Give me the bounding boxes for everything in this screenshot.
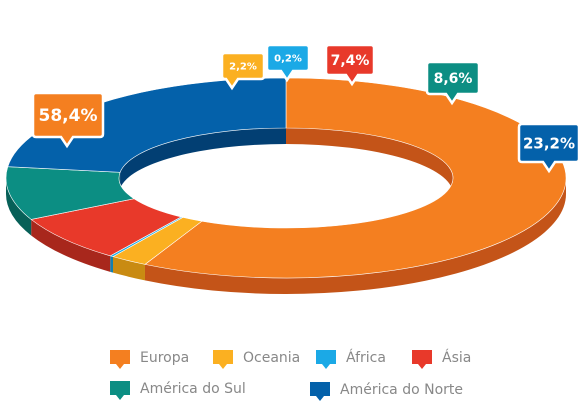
data-label-africa: 0,2% — [265, 43, 311, 83]
data-label-text: 7,4% — [331, 53, 370, 69]
legend-label: América do Norte — [340, 382, 463, 398]
slice-side-europa — [144, 178, 566, 294]
legend-swatch — [412, 350, 432, 369]
data-label-bubble — [265, 43, 311, 83]
data-label-america-do-norte: 23,2% — [517, 122, 581, 174]
slice-side-america-do-sul — [6, 178, 32, 236]
legend-swatch — [213, 350, 233, 369]
slice-inner-europa — [286, 128, 453, 194]
legend-label: América do Sul — [140, 381, 246, 397]
data-label-europa: 58,4% — [31, 91, 105, 149]
donut-slices — [5, 77, 567, 279]
data-label-text: 23,2% — [523, 134, 575, 152]
legend-item-africa: África — [316, 349, 386, 369]
legend-label: África — [346, 349, 386, 366]
data-label-text: 58,4% — [39, 106, 98, 126]
data-label-bubble — [220, 51, 266, 91]
legend-swatch — [310, 382, 330, 401]
slice-inner-america-do-norte — [120, 128, 286, 189]
legend-item-oceania: Oceania — [213, 350, 300, 369]
data-label-text: 0,2% — [274, 54, 302, 65]
data-labels: 58,4% 2,2% 0,2% 7,4% 8,6% 23,2% — [31, 43, 581, 174]
legend-item-europa: Europa — [110, 350, 189, 369]
data-label-bubble — [425, 60, 481, 106]
data-label-america-do-sul: 8,6% — [425, 60, 481, 106]
data-label-bubble — [517, 122, 581, 174]
legend: Europa Oceania África Ásia América do Sul Amé… — [110, 349, 471, 401]
data-label-oceania: 2,2% — [220, 51, 266, 91]
data-label-text: 8,6% — [434, 71, 473, 87]
data-label-bubble — [324, 43, 376, 87]
data-label-bubble — [31, 91, 105, 149]
legend-item-america-do-sul: América do Sul — [110, 381, 246, 400]
slice-side-africa — [110, 255, 113, 273]
legend-swatch — [316, 350, 336, 369]
data-label-text: 2,2% — [229, 62, 257, 73]
legend-swatch — [110, 381, 130, 400]
legend-label: Ásia — [442, 349, 471, 366]
legend-item-asia: Ásia — [412, 349, 471, 369]
legend-item-america-do-norte: América do Norte — [310, 382, 463, 401]
legend-swatch — [110, 350, 130, 369]
data-label-asia: 7,4% — [324, 43, 376, 87]
legend-label: Europa — [140, 350, 189, 366]
legend-label: Oceania — [243, 350, 300, 366]
slice-side-oceania — [112, 256, 145, 281]
